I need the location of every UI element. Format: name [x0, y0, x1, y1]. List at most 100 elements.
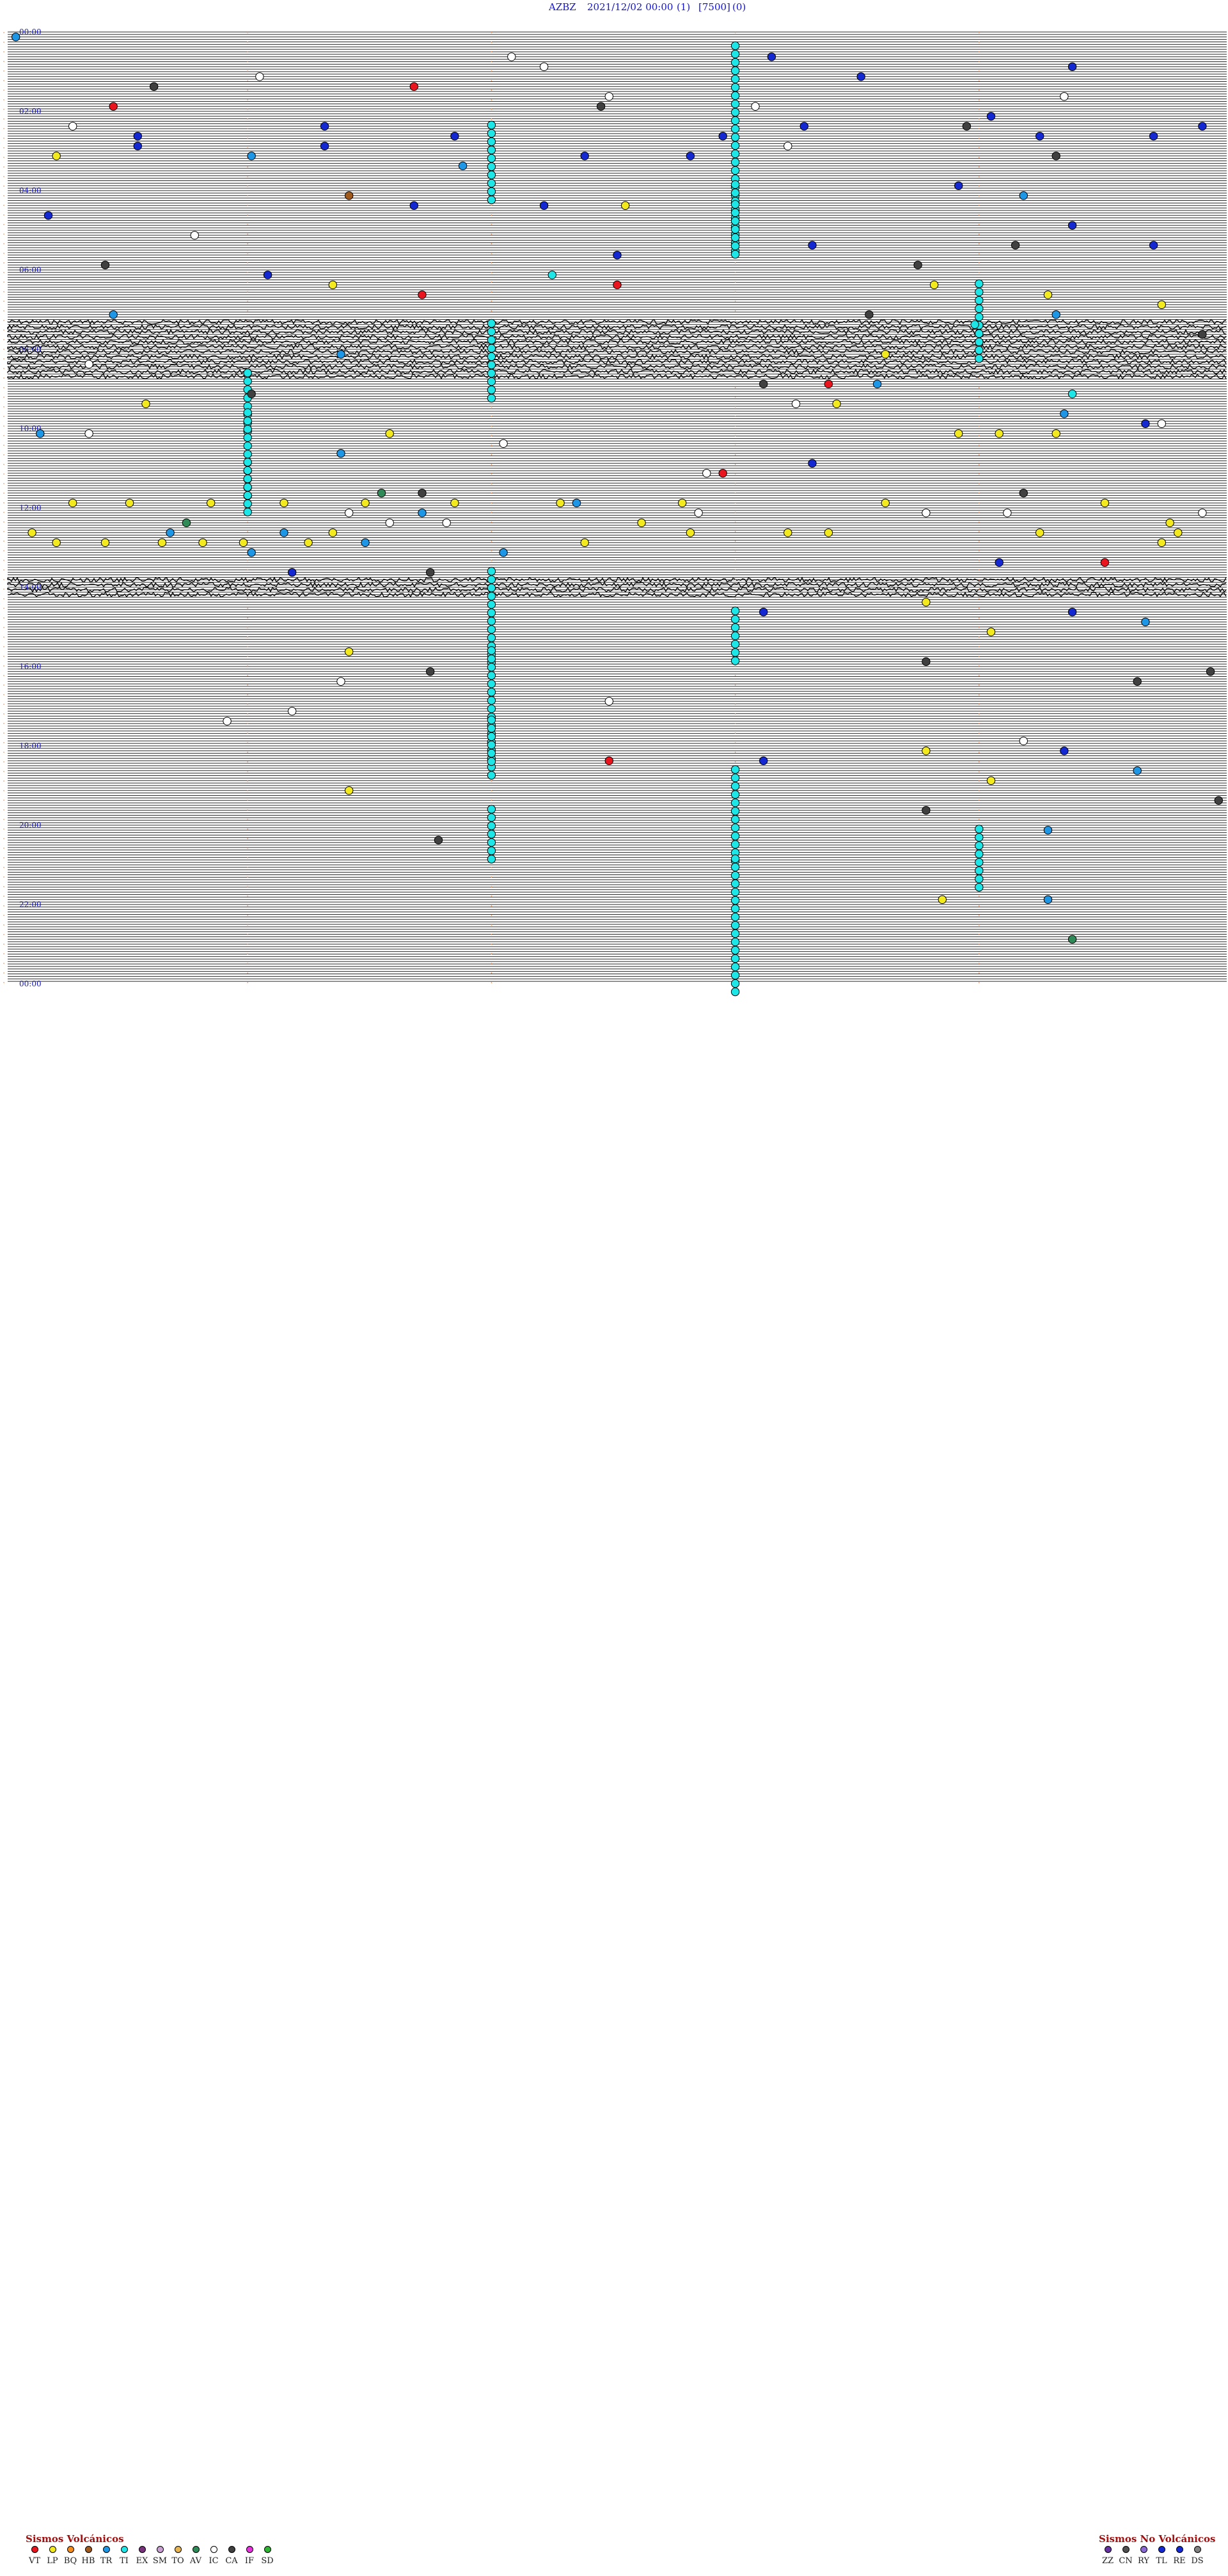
event-marker-av: [1067, 935, 1077, 944]
noisy-trace: [7, 328, 1227, 335]
event-marker-tl: [320, 122, 329, 131]
ti-marker: [730, 904, 740, 913]
ti-marker: [487, 583, 496, 592]
event-marker-lp: [556, 498, 565, 507]
legend-code: IC: [209, 2556, 219, 2566]
event-marker-lp: [1100, 498, 1110, 507]
event-marker-vt: [824, 379, 833, 388]
event-marker-lp: [207, 498, 216, 507]
ti-marker: [730, 188, 740, 198]
event-marker-lp: [1174, 528, 1183, 537]
event-marker-lp: [929, 280, 939, 289]
event-marker-lp: [922, 597, 931, 606]
event-marker-tr: [1133, 766, 1142, 775]
event-marker-lp: [198, 538, 207, 547]
ti-marker: [487, 352, 496, 361]
ti-marker: [487, 335, 496, 345]
legend-nonvolcanic: Sismos No Volcánicos ZZ CN RY TL RE DS: [1099, 2532, 1215, 2566]
event-marker-ic: [922, 509, 931, 518]
noisy-trace: [7, 581, 1227, 589]
event-marker-tr: [166, 528, 175, 537]
ti-marker: [730, 840, 740, 849]
legend-swatch: [1140, 2546, 1147, 2553]
ti-marker: [730, 987, 740, 997]
event-marker-tl: [320, 141, 329, 151]
legend-item-bq: BQ: [61, 2546, 79, 2566]
ti-marker: [487, 385, 496, 395]
ti-marker: [975, 345, 984, 355]
event-marker-ic: [84, 360, 93, 368]
event-marker-tr: [1141, 617, 1150, 626]
legend-code: LP: [47, 2556, 58, 2566]
event-marker-lp: [279, 498, 288, 507]
ti-marker: [730, 807, 740, 816]
hour-label: 22:00: [19, 900, 42, 909]
ti-marker: [487, 327, 496, 336]
ti-marker: [730, 225, 740, 234]
ti-marker: [487, 704, 496, 713]
legend-item-vt: VT: [26, 2546, 43, 2566]
legend-item-av: AV: [187, 2546, 205, 2566]
event-marker-vt: [604, 756, 613, 766]
legend-code: AV: [189, 2556, 202, 2566]
legend-swatch: [192, 2546, 200, 2553]
noisy-trace: [7, 333, 1227, 340]
legend-swatch: [31, 2546, 38, 2553]
event-marker-tl: [995, 558, 1004, 567]
ti-marker: [730, 249, 740, 259]
ti-marker: [487, 740, 496, 750]
ti-marker: [243, 377, 252, 386]
ti-marker: [730, 954, 740, 963]
hour-label: 10:00: [19, 424, 42, 433]
event-marker-tl: [856, 72, 865, 81]
ti-marker: [243, 408, 252, 417]
event-marker-tl: [1067, 221, 1077, 230]
title-filter: (0): [732, 1, 746, 13]
ti-marker: [487, 696, 496, 705]
legend-item-lp: LP: [43, 2546, 61, 2566]
legend-code: SM: [152, 2556, 168, 2566]
noisy-trace: [7, 353, 1227, 360]
ti-marker: [487, 170, 496, 180]
ti-marker: [730, 623, 740, 632]
noisy-trace: [7, 358, 1227, 365]
event-marker-ca: [922, 657, 931, 667]
ti-marker: [487, 625, 496, 634]
legend-code: DS: [1191, 2556, 1204, 2566]
ti-marker: [730, 832, 740, 841]
event-marker-lp: [637, 518, 646, 527]
legend-nonvolcanic-title: Sismos No Volcánicos: [1099, 2533, 1216, 2545]
trace-lines: [7, 31, 1227, 982]
event-marker-tl: [759, 608, 768, 617]
ti-marker: [487, 646, 496, 655]
legend-item-tl: TL: [1153, 2546, 1170, 2566]
event-marker-tr: [418, 509, 427, 518]
noisy-trace: [7, 368, 1227, 375]
event-marker-ca: [759, 379, 768, 388]
event-marker-tl: [954, 181, 963, 190]
event-marker-ic: [68, 122, 77, 131]
ti-marker: [487, 671, 496, 680]
noisy-trace: [7, 373, 1227, 380]
ti-marker: [975, 354, 984, 363]
ti-marker: [730, 208, 740, 217]
event-marker-tl: [539, 201, 549, 210]
event-marker-ca: [247, 390, 256, 399]
event-marker-tl: [808, 459, 817, 468]
ti-marker: [730, 912, 740, 922]
legend-nonvolcanic-items: ZZ CN RY TL RE DS: [1099, 2546, 1215, 2566]
ti-marker: [730, 979, 740, 988]
event-marker-ca: [434, 835, 443, 845]
event-marker-tl: [799, 122, 809, 131]
legend-volcanic-items: VT LP BQ HB TR TI EX SM TO AV IC CA IF SD: [26, 2546, 276, 2566]
event-marker-ic: [1198, 509, 1207, 518]
ti-marker: [730, 887, 740, 897]
noisy-trace: [7, 338, 1227, 345]
noisy-trace: [7, 319, 1227, 326]
ti-marker: [487, 567, 496, 576]
title-datetime: 2021/12/02 00:00: [587, 1, 673, 13]
legend-code: IF: [244, 2556, 255, 2566]
legend-volcanic: Sismos Volcánicos VT LP BQ HB TR TI EX SM TO AV IC…: [26, 2532, 276, 2566]
hour-label: 00:00: [19, 28, 42, 36]
hour-label: 16:00: [19, 662, 42, 671]
